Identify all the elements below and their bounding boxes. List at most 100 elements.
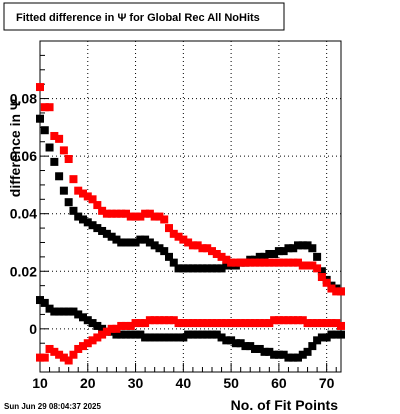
data-point	[294, 316, 302, 325]
data-point	[50, 307, 59, 316]
data-point	[217, 319, 226, 328]
data-point	[322, 333, 331, 342]
data-point	[40, 126, 49, 135]
data-point	[79, 342, 87, 351]
data-point	[332, 287, 341, 296]
data-point	[169, 333, 178, 342]
data-point	[107, 232, 116, 241]
data-point	[208, 330, 216, 339]
data-point	[260, 252, 269, 261]
data-point	[217, 252, 226, 261]
data-point	[107, 209, 116, 218]
data-point	[227, 319, 236, 328]
data-point	[303, 241, 312, 250]
data-point	[303, 319, 312, 328]
data-point	[241, 342, 250, 351]
data-point	[184, 264, 193, 273]
data-point	[265, 249, 274, 258]
data-point	[160, 247, 169, 256]
tick-labels: 10 20 30 40 50 60 70 0 0.02 0.04 0.06 0.08	[10, 91, 335, 391]
data-point	[303, 347, 312, 356]
data-point	[236, 258, 245, 267]
data-point	[88, 221, 97, 230]
data-point	[98, 330, 107, 339]
data-point	[251, 258, 259, 267]
data-point	[212, 249, 221, 258]
data-point	[184, 330, 193, 339]
data-point	[265, 347, 274, 356]
data-point	[150, 316, 159, 325]
data-point	[174, 264, 183, 273]
data-point	[150, 333, 159, 342]
data-point	[327, 319, 336, 328]
data-point	[50, 157, 59, 166]
data-point	[260, 258, 269, 267]
data-point	[270, 350, 279, 359]
data-point	[88, 336, 97, 345]
data-point	[270, 249, 279, 258]
data-point	[79, 215, 87, 224]
data-point	[298, 261, 307, 270]
data-point	[208, 319, 216, 328]
data-point	[141, 235, 150, 244]
data-point	[198, 330, 207, 339]
data-point	[241, 258, 250, 267]
data-point	[255, 258, 264, 267]
data-point	[59, 146, 68, 155]
data-point	[145, 316, 154, 325]
data-point	[179, 319, 188, 328]
data-point	[169, 316, 178, 325]
plot-frame	[39, 40, 342, 373]
data-point	[45, 304, 54, 313]
data-point	[131, 319, 140, 328]
data-point	[298, 350, 307, 359]
data-point	[270, 316, 279, 325]
axis-ticks	[39, 54, 337, 372]
data-point	[150, 241, 159, 250]
data-point	[203, 319, 212, 328]
data-point	[222, 336, 231, 345]
data-point	[117, 330, 126, 339]
data-point	[212, 264, 221, 273]
data-point	[98, 324, 107, 333]
data-point	[74, 310, 83, 319]
data-point	[179, 264, 188, 273]
data-point	[165, 252, 173, 261]
data-point	[155, 316, 164, 325]
data-point	[212, 330, 221, 339]
data-point	[93, 333, 102, 342]
x-tick-label: 30	[128, 375, 144, 391]
data-point	[294, 258, 302, 267]
data-point	[145, 238, 154, 247]
data-point	[141, 333, 150, 342]
data-point	[322, 319, 331, 328]
data-point	[40, 353, 49, 362]
data-point	[36, 296, 44, 305]
data-point	[98, 226, 107, 235]
data-point	[327, 284, 336, 293]
data-point	[337, 330, 345, 339]
data-point	[145, 209, 154, 218]
data-point	[337, 287, 345, 296]
data-point	[332, 330, 341, 339]
data-point	[198, 319, 207, 328]
data-point	[279, 258, 288, 267]
data-point	[294, 241, 302, 250]
y-tick-label: 0.04	[10, 206, 37, 222]
x-tick-label: 40	[176, 375, 192, 391]
data-point	[69, 307, 78, 316]
data-point	[165, 224, 173, 233]
data-point	[55, 350, 64, 359]
data-markers	[36, 83, 345, 365]
data-point	[45, 103, 54, 112]
data-point	[155, 333, 164, 342]
data-point	[126, 321, 135, 330]
data-point	[265, 319, 274, 328]
data-point	[317, 319, 326, 328]
data-point	[112, 324, 121, 333]
data-point	[69, 175, 78, 184]
data-point	[193, 319, 202, 328]
data-point	[313, 319, 322, 328]
data-point	[88, 319, 97, 328]
data-point	[155, 244, 164, 253]
